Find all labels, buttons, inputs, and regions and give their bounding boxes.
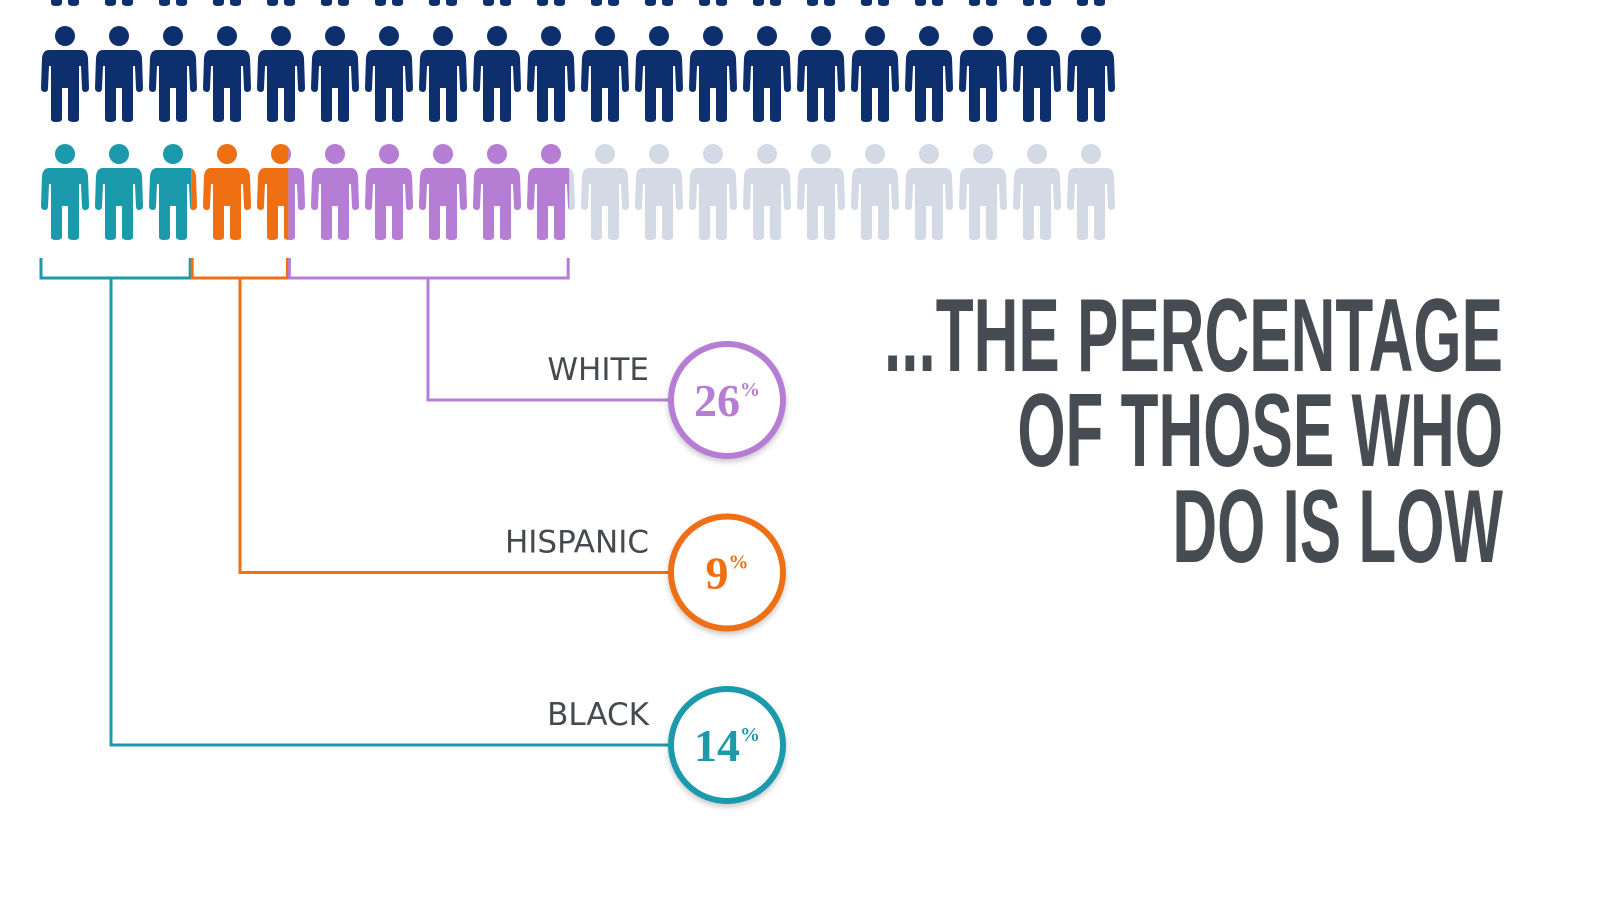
value-label: 26% <box>694 375 760 426</box>
person-icon <box>743 26 791 122</box>
person-icon <box>419 26 467 122</box>
segment <box>288 144 570 240</box>
person-icon <box>527 26 575 122</box>
person-icon <box>311 26 359 122</box>
person-icon <box>1013 26 1061 122</box>
person-icon <box>95 26 143 122</box>
person-icon <box>95 0 143 6</box>
person-icon <box>257 26 305 122</box>
value-label: 14% <box>694 720 760 771</box>
person-icon <box>41 26 89 122</box>
person-icon <box>149 0 197 6</box>
person-icon <box>797 144 845 240</box>
bracket <box>287 258 570 280</box>
category-label: HISPANIC <box>505 525 649 561</box>
person-icon <box>1067 26 1115 122</box>
person-icon <box>689 144 737 240</box>
person-icon <box>581 0 629 6</box>
connector <box>238 278 671 574</box>
person-icon <box>203 0 251 6</box>
person-icon <box>635 26 683 122</box>
person-icon <box>743 0 791 6</box>
segment <box>191 144 289 240</box>
person-icon <box>905 26 953 122</box>
value-circle <box>668 341 786 459</box>
person-icon <box>797 0 845 6</box>
person-icon <box>1067 0 1115 6</box>
person-icon <box>1013 0 1061 6</box>
connector <box>426 278 671 402</box>
person-icon <box>743 144 791 240</box>
person-icon <box>851 144 899 240</box>
person-icon <box>365 26 413 122</box>
person-icon <box>959 0 1007 6</box>
person-icon <box>905 144 953 240</box>
person-icon <box>473 26 521 122</box>
person-icon <box>203 26 251 122</box>
person-icon <box>1013 144 1061 240</box>
category-label: WHITE <box>547 352 649 388</box>
person-icon <box>959 26 1007 122</box>
bracket <box>39 258 192 280</box>
person-icon <box>311 0 359 6</box>
person-icon <box>581 144 629 240</box>
person-icon <box>581 26 629 122</box>
person-icon <box>41 0 89 6</box>
value-label: 9% <box>706 548 749 599</box>
person-icon <box>689 26 737 122</box>
value-circle <box>668 513 786 632</box>
connector <box>109 278 671 747</box>
person-icon <box>851 26 899 122</box>
person-icon <box>1067 144 1115 240</box>
heading-line: ...THE PERCENTAGE <box>884 277 1503 394</box>
person-icon <box>851 0 899 6</box>
person-icon <box>959 144 1007 240</box>
heading-line: DO IS LOW <box>1172 468 1503 585</box>
segments <box>41 144 570 240</box>
person-icon <box>257 0 305 6</box>
segment <box>41 144 192 240</box>
category-label: BLACK <box>547 697 650 733</box>
person-icon <box>635 0 683 6</box>
person-icon <box>689 0 737 6</box>
person-icon <box>365 0 413 6</box>
value-circle <box>668 686 786 804</box>
person-icon <box>419 0 467 6</box>
heading-line: OF THOSE WHO <box>1017 372 1503 489</box>
person-icon <box>527 0 575 6</box>
person-icon <box>905 0 953 6</box>
person-icon <box>473 0 521 6</box>
person-icon <box>797 26 845 122</box>
person-icon <box>635 144 683 240</box>
person-icon <box>149 26 197 122</box>
bracket <box>190 258 289 280</box>
